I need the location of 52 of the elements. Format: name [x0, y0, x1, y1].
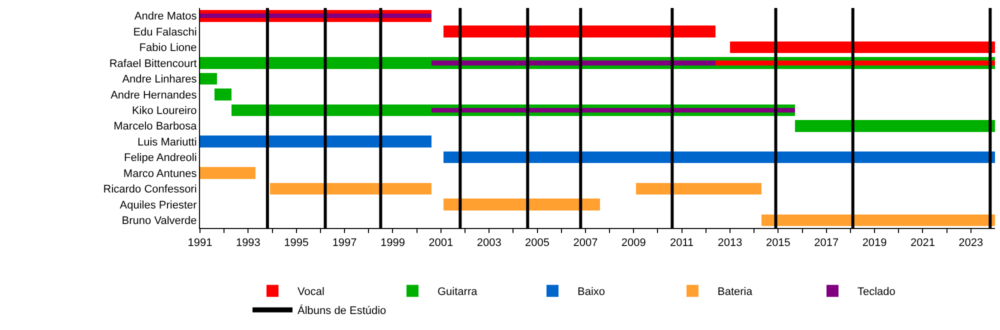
x-tick-label: 2005 [525, 237, 550, 250]
y-tick-label: Ricardo Confessori [103, 184, 197, 196]
x-tick-label: 2009 [621, 237, 646, 250]
x-tick-label: 1997 [332, 237, 357, 250]
x-tick-label: 2017 [814, 237, 839, 250]
x-tick-label: 2015 [766, 237, 790, 250]
bar [443, 26, 716, 38]
legend-label: Guitarra [438, 286, 478, 298]
bar [443, 198, 600, 210]
bar [636, 182, 762, 195]
bar [200, 136, 432, 148]
bar [730, 41, 995, 54]
legend-label: Bateria [718, 286, 754, 298]
bar [200, 14, 432, 18]
bar [431, 60, 716, 66]
x-tick-label: 2023 [958, 237, 984, 250]
y-tick-label: Edu Falaschi [133, 26, 197, 38]
bar [214, 88, 232, 100]
x-tick-label: 1995 [284, 237, 309, 250]
bar [200, 167, 256, 179]
y-tick-label: Marco Antunes [123, 168, 198, 180]
y-tick-label: Andre Linhares [122, 74, 198, 86]
bar [200, 72, 217, 85]
y-tick-label: Aquiles Priester [120, 199, 198, 212]
bar [761, 214, 995, 226]
y-tick-label: Andre Matos [134, 10, 198, 23]
y-tick-label: Fabio Lione [139, 42, 197, 54]
legend-label: Baixo [578, 286, 606, 298]
legend-label: Vocal [298, 286, 324, 298]
x-tick-label: 2001 [428, 237, 454, 250]
x-tick-label: 2003 [476, 237, 502, 250]
x-tick-label: 2013 [718, 237, 742, 250]
bar [270, 182, 432, 195]
y-tick-label: Luis Mariutti [138, 136, 197, 148]
bar [795, 120, 995, 132]
bar [431, 108, 796, 112]
y-tick-label: Felipe Andreoli [124, 152, 197, 164]
y-tick-label: Bruno Valverde [122, 214, 197, 227]
y-tick-label: Marcelo Barbosa [114, 120, 198, 133]
y-tick-label: Rafael Bittencourt [109, 58, 197, 70]
x-tick-label: 1991 [188, 237, 212, 250]
x-tick-label: 2007 [573, 237, 598, 250]
y-tick-label: Kiko Loureiro [132, 104, 197, 117]
bar [443, 151, 995, 164]
y-tick-label: Andre Hernandes [110, 89, 198, 102]
x-tick-label: 2011 [670, 237, 694, 250]
x-tick-label: 1999 [380, 237, 405, 250]
x-tick-label: 1993 [236, 237, 260, 250]
legend-label: Teclado [858, 286, 896, 298]
legend-label: Álbuns de Estúdio [298, 304, 386, 318]
x-tick-label: 2021 [910, 237, 935, 250]
x-tick-label: 2019 [862, 237, 887, 250]
